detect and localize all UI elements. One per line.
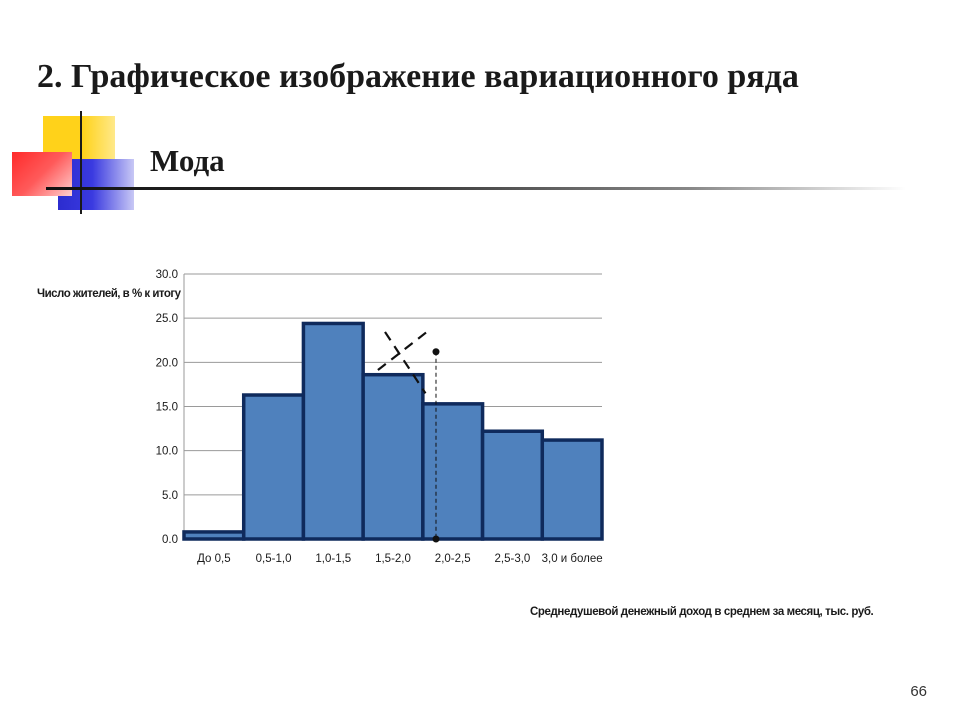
y-tick-label: 20.0	[156, 357, 178, 369]
histogram-bar	[421, 402, 485, 541]
y-tick-label: 5.0	[162, 490, 178, 502]
page-number: 66	[910, 683, 927, 700]
y-axis-title: Число жителей, в % к итогу	[37, 288, 181, 300]
x-axis-title: Среднедушевой денежный доход в среднем з…	[530, 606, 874, 618]
histogram-bar	[182, 530, 246, 541]
slide-subtitle: Мода	[150, 143, 225, 178]
mode-construction-line	[377, 331, 428, 371]
x-tick-label: 1,5-2,0	[375, 553, 411, 565]
y-tick-label: 30.0	[156, 269, 178, 281]
y-tick-label: 0.0	[162, 534, 178, 546]
slide-title: 2. Графическое изображение вариационного…	[37, 58, 799, 95]
x-tick-label: До 0,5	[197, 553, 231, 565]
x-tick-label: 2,0-2,5	[435, 553, 471, 565]
y-tick-label: 15.0	[156, 402, 178, 414]
mode-construction-line	[384, 331, 427, 394]
histogram-bar	[540, 438, 604, 541]
x-tick-label: 1,0-1,5	[315, 553, 351, 565]
histogram-bar	[301, 321, 365, 541]
mode-intersection-point	[432, 348, 440, 356]
histogram-bar	[241, 393, 306, 541]
histogram-bar	[480, 429, 545, 541]
decor-horizontal-rule	[46, 187, 906, 190]
mode-axis-point	[432, 535, 440, 543]
y-tick-label: 10.0	[156, 446, 178, 458]
decor-vertical-line	[80, 111, 82, 214]
histogram-bar	[361, 372, 425, 541]
x-tick-label: 0,5-1,0	[256, 553, 292, 565]
x-tick-label: 3,0 и более	[542, 553, 603, 565]
x-tick-label: 2,5-3,0	[495, 553, 531, 565]
y-tick-label: 25.0	[156, 313, 178, 325]
